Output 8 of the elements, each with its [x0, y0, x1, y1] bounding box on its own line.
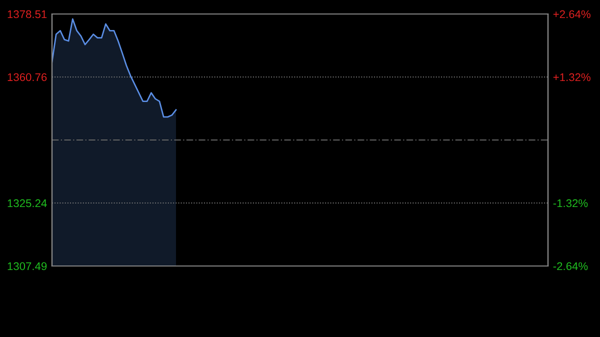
y2-tick-label: +2.64%: [553, 10, 590, 18]
y-tick-label: 1378.51: [8, 10, 47, 18]
y-tick-label: 1360.76: [8, 73, 47, 82]
y-tick-label: 1325.24: [8, 199, 47, 208]
y-tick-label: 1307.49: [8, 262, 47, 270]
y2-tick-label: -1.32%: [553, 199, 588, 208]
y2-tick-label: -2.64%: [553, 262, 588, 270]
y2-tick-label: +1.32%: [553, 73, 590, 82]
